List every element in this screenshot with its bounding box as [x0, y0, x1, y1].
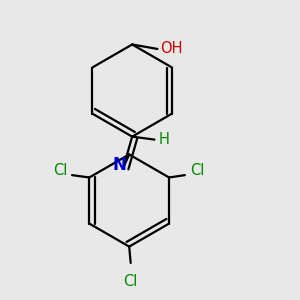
Text: OH: OH [160, 41, 182, 56]
Text: H: H [159, 132, 170, 147]
Text: N: N [113, 157, 127, 175]
Text: Cl: Cl [190, 164, 204, 178]
Text: Cl: Cl [52, 164, 67, 178]
Text: Cl: Cl [124, 274, 138, 289]
